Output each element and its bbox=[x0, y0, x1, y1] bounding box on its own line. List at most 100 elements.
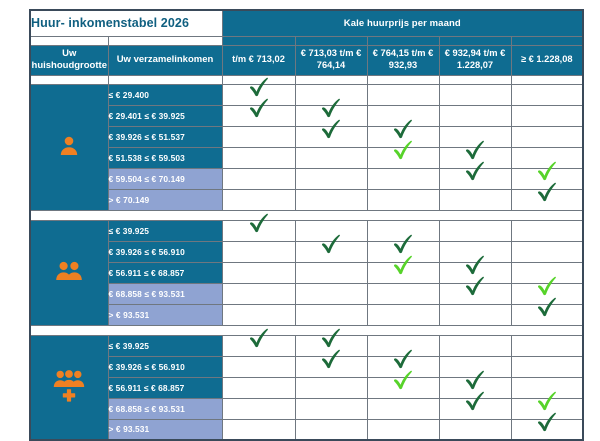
eligibility-cell-r0-3-c3 bbox=[438, 140, 512, 169]
header-income: Uw verzamelinkomen bbox=[107, 44, 223, 76]
separator-cell bbox=[108, 209, 223, 221]
header-rent-col-0: t/m € 713,02 bbox=[221, 44, 296, 76]
spacer-cell bbox=[438, 74, 512, 85]
eligibility-cell-r0-1-c3 bbox=[438, 104, 512, 127]
column-header-row: Uw huishoudgrootte Uw verzamelinkomen t/m … bbox=[29, 44, 584, 76]
eligibility-cell-r1-0-c2 bbox=[366, 219, 440, 242]
income-bracket-label: > € 93.531 bbox=[107, 418, 223, 441]
income-bracket-label: € 39.926 ≤ € 51.537 bbox=[107, 125, 223, 148]
eligibility-cell-r0-0-c2 bbox=[366, 83, 440, 106]
table-row: € 39.926 ≤ € 56.910 bbox=[30, 234, 584, 263]
spacer-cell bbox=[294, 74, 368, 85]
eligibility-cell-r2-2-c2 bbox=[366, 370, 440, 399]
eligibility-cell-r0-5-c4 bbox=[510, 182, 584, 211]
separator-cell bbox=[511, 324, 584, 336]
spacer-cell bbox=[510, 35, 584, 46]
eligibility-cell-r0-5-c2 bbox=[366, 188, 440, 211]
table-row: > € 93.531 bbox=[30, 412, 584, 441]
eligibility-cell-r1-1-c0 bbox=[221, 240, 296, 263]
eligibility-cell-r0-1-c2 bbox=[366, 104, 440, 127]
household-size-cell-2 bbox=[29, 334, 109, 441]
household-size-cell-0 bbox=[29, 83, 109, 211]
separator-cell bbox=[30, 209, 108, 221]
eligibility-cell-r0-5-c1 bbox=[294, 188, 368, 211]
income-bracket-label: > € 70.149 bbox=[107, 188, 223, 211]
eligibility-cell-r2-2-c0 bbox=[221, 376, 296, 399]
eligibility-cell-r2-3-c4 bbox=[510, 391, 584, 420]
separator-cell bbox=[295, 324, 368, 336]
spacer-cell bbox=[438, 35, 512, 46]
eligibility-cell-r1-3-c3 bbox=[438, 276, 512, 305]
spacer-cell bbox=[107, 74, 223, 85]
table-row: € 56.911 ≤ € 68.857 bbox=[30, 370, 584, 399]
eligibility-cell-r2-0-c0 bbox=[221, 328, 296, 357]
eligibility-cell-r0-1-c0 bbox=[221, 98, 296, 127]
eligibility-cell-r1-1-c1 bbox=[294, 234, 368, 263]
eligibility-cell-r2-0-c4 bbox=[510, 334, 584, 357]
table-row: € 39.926 ≤ € 51.537 bbox=[30, 119, 584, 148]
eligibility-cell-r0-2-c2 bbox=[366, 119, 440, 148]
table-row: ≤ € 39.925 bbox=[29, 328, 584, 441]
eligibility-cell-r0-0-c4 bbox=[510, 83, 584, 106]
household-size-cell-1 bbox=[29, 219, 109, 326]
income-bracket-label: € 51.538 ≤ € 59.503 bbox=[107, 146, 223, 169]
eligibility-cell-r1-2-c2 bbox=[366, 255, 440, 284]
spacer-cell bbox=[221, 74, 296, 85]
eligibility-cell-r0-4-c2 bbox=[366, 167, 440, 190]
spacer-cell bbox=[29, 35, 109, 46]
eligibility-cell-r0-2-c4 bbox=[510, 125, 584, 148]
header-rent-col-2: € 764,15 t/m € 932,93 bbox=[366, 44, 440, 76]
eligibility-cell-r1-0-c0 bbox=[221, 213, 296, 242]
eligibility-cell-r2-4-c4 bbox=[510, 412, 584, 441]
table-row: € 59.504 ≤ € 70.149 bbox=[30, 161, 584, 190]
income-bracket-label: € 68.858 ≤ € 93.531 bbox=[107, 397, 223, 420]
eligibility-cell-r2-3-c2 bbox=[366, 397, 440, 420]
income-bracket-label: > € 93.531 bbox=[107, 303, 223, 326]
eligibility-cell-r0-0-c0 bbox=[221, 77, 296, 106]
table-row: € 39.926 ≤ € 56.910 bbox=[30, 349, 584, 378]
spacer-cell bbox=[221, 35, 296, 46]
eligibility-cell-r1-1-c4 bbox=[510, 240, 584, 263]
eligibility-cell-r2-3-c3 bbox=[438, 391, 512, 420]
eligibility-cell-r0-0-c1 bbox=[294, 83, 368, 106]
eligibility-cell-r2-1-c0 bbox=[221, 355, 296, 378]
spacer-row-top bbox=[29, 35, 584, 46]
person-3-plus-icon bbox=[53, 367, 85, 403]
income-bracket-label: ≤ € 39.925 bbox=[107, 334, 223, 357]
eligibility-cell-r2-1-c3 bbox=[438, 355, 512, 378]
eligibility-cell-r2-0-c2 bbox=[366, 334, 440, 357]
header-rent-col-1: € 713,03 t/m € 764,14 bbox=[294, 44, 368, 76]
eligibility-cell-r1-1-c3 bbox=[438, 240, 512, 263]
eligibility-cell-r1-3-c1 bbox=[294, 282, 368, 305]
separator-cell bbox=[439, 209, 512, 221]
separator-cell bbox=[30, 324, 108, 336]
eligibility-cell-r2-4-c0 bbox=[221, 418, 296, 441]
eligibility-cell-r2-2-c3 bbox=[438, 370, 512, 399]
group-separator-row bbox=[30, 324, 584, 336]
eligibility-cell-r2-2-c1 bbox=[294, 376, 368, 399]
table-row: ≤ € 39.925 bbox=[29, 213, 584, 326]
eligibility-cell-r0-1-c4 bbox=[510, 104, 584, 127]
income-bracket-label: € 59.504 ≤ € 70.149 bbox=[107, 167, 223, 190]
table-row: > € 70.149 bbox=[30, 182, 584, 211]
income-bracket-label: € 39.926 ≤ € 56.910 bbox=[107, 240, 223, 263]
spacer-cell bbox=[29, 74, 109, 85]
eligibility-cell-r0-5-c3 bbox=[438, 188, 512, 211]
eligibility-cell-r0-2-c0 bbox=[221, 125, 296, 148]
income-bracket-label: € 29.401 ≤ € 39.925 bbox=[107, 104, 223, 127]
eligibility-cell-r0-5-c0 bbox=[221, 188, 296, 211]
eligibility-cell-r0-4-c3 bbox=[438, 161, 512, 190]
group-separator-row bbox=[30, 209, 584, 221]
eligibility-cell-r0-4-c1 bbox=[294, 167, 368, 190]
eligibility-cell-r1-0-c1 bbox=[294, 219, 368, 242]
eligibility-cell-r1-2-c4 bbox=[510, 261, 584, 284]
eligibility-cell-r1-0-c4 bbox=[510, 219, 584, 242]
spacer-cell bbox=[366, 74, 440, 85]
spacer-row-under-header bbox=[29, 74, 584, 85]
eligibility-cell-r1-3-c0 bbox=[221, 282, 296, 305]
eligibility-cell-r1-3-c2 bbox=[366, 282, 440, 305]
separator-cell bbox=[439, 324, 512, 336]
spacer-cell bbox=[294, 35, 368, 46]
spacer-cell bbox=[366, 35, 440, 46]
spacer-cell bbox=[107, 35, 223, 46]
